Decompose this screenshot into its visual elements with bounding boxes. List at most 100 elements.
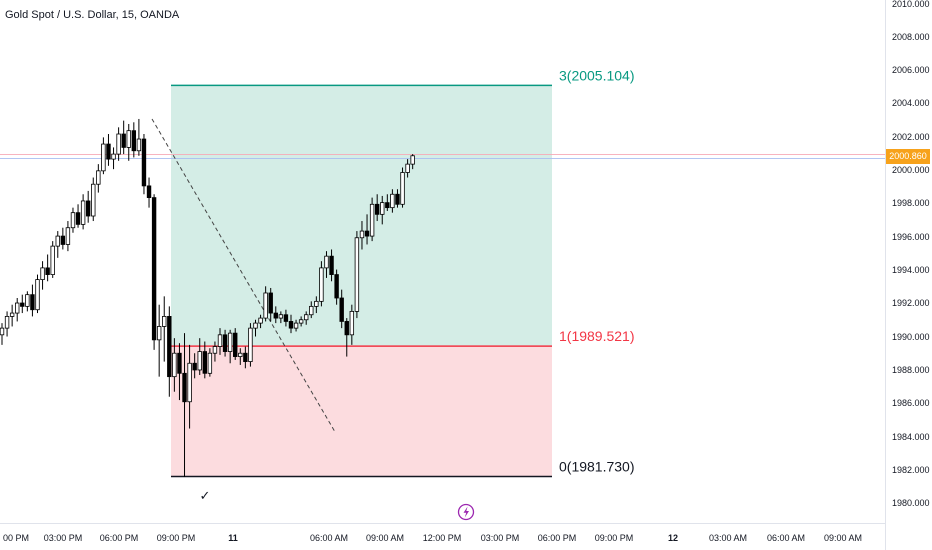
candle-body-up xyxy=(172,352,177,378)
candle-body-up xyxy=(380,202,385,215)
candle xyxy=(222,329,228,357)
candle xyxy=(263,286,268,322)
candle-body-down xyxy=(334,274,339,299)
candle xyxy=(45,254,50,282)
candle-body-up xyxy=(278,314,284,319)
current-price-badge: 2000.860 xyxy=(886,149,930,164)
candle-body-down xyxy=(30,294,35,311)
price-tick-label: 2006.000 xyxy=(892,65,930,75)
candle xyxy=(91,177,96,222)
candle-body-up xyxy=(298,319,304,324)
candle-body-down xyxy=(20,302,25,307)
candle xyxy=(212,341,218,362)
candle xyxy=(364,214,370,245)
candle xyxy=(187,344,192,429)
candle-body-up xyxy=(50,245,55,275)
candle-body-down xyxy=(222,334,228,352)
price-axis[interactable]: 2010.000 2008.000 2006.000 2004.000 2002… xyxy=(892,0,930,508)
candle-body-up xyxy=(116,133,121,155)
candle-body-up xyxy=(197,351,202,371)
candle xyxy=(369,197,375,242)
current-price-lines xyxy=(0,154,885,159)
candle xyxy=(354,231,360,319)
candle-body-down xyxy=(45,267,50,275)
dashed-trendline[interactable] xyxy=(151,118,336,433)
candle xyxy=(217,328,223,355)
time-tick-label: 09:00 AM xyxy=(824,533,862,543)
candle-body-up xyxy=(55,235,60,247)
candle-body-down xyxy=(233,332,238,357)
candle xyxy=(339,289,344,329)
candle xyxy=(55,231,60,258)
candle xyxy=(25,291,30,312)
time-tick-label: 03:00 AM xyxy=(709,533,747,543)
candle xyxy=(349,304,355,345)
candle-body-down xyxy=(344,321,349,336)
candle xyxy=(131,122,137,158)
candle xyxy=(243,346,248,369)
time-tick-label: 09:00 PM xyxy=(595,533,634,543)
candle xyxy=(172,338,177,392)
price-tick-label: 2010.000 xyxy=(892,0,930,9)
symbol-title: Gold Spot / U.S. Dollar, 15, OANDA xyxy=(5,9,180,21)
time-tick-label: 00 PM xyxy=(3,533,29,543)
fib-level-3-label: 3(2005.104) xyxy=(559,67,635,83)
price-tick-label: 2008.000 xyxy=(892,32,930,42)
target-zone xyxy=(171,85,552,347)
candle xyxy=(40,261,45,290)
candle-body-up xyxy=(96,170,101,185)
candle xyxy=(30,284,35,317)
candle-body-down xyxy=(374,203,380,215)
lightning-event-icon[interactable] xyxy=(457,503,475,521)
candle xyxy=(207,348,213,377)
candle xyxy=(344,318,349,357)
candle-body-down xyxy=(182,372,187,403)
candle xyxy=(319,261,324,307)
candle-body-down xyxy=(60,235,66,245)
time-tick-label: 12 xyxy=(668,533,678,543)
candle xyxy=(258,314,263,329)
candle xyxy=(146,177,152,208)
candle-body-down xyxy=(131,130,137,152)
candle-body-up xyxy=(324,255,329,269)
candle xyxy=(60,227,66,250)
candle-body-up xyxy=(156,326,162,341)
candle-body-up xyxy=(248,327,253,362)
candle xyxy=(329,249,334,282)
candle-body-up xyxy=(101,143,106,172)
price-tick-label: 1988.000 xyxy=(892,365,930,375)
candle xyxy=(385,194,390,211)
price-tick-label: 2002.000 xyxy=(892,132,930,142)
candle xyxy=(162,296,167,362)
time-tick-label: 06:00 AM xyxy=(310,533,348,543)
candle xyxy=(151,194,157,350)
candle-body-up xyxy=(111,153,116,160)
candle-body-up xyxy=(405,163,410,173)
candle-body-down xyxy=(167,316,172,378)
candle-body-up xyxy=(162,316,167,327)
candle xyxy=(192,353,197,379)
candle xyxy=(167,306,172,397)
time-tick-label: 06:00 AM xyxy=(767,533,805,543)
price-tick-label: 1984.000 xyxy=(892,432,930,442)
trend-line[interactable] xyxy=(151,118,336,433)
candle xyxy=(177,343,182,401)
time-tick-label: 11 xyxy=(228,533,238,543)
time-tick-label: 06:00 PM xyxy=(100,533,139,543)
price-tick-label: 1992.000 xyxy=(892,298,930,308)
candle-body-up xyxy=(263,292,268,319)
price-tick-label: 1986.000 xyxy=(892,398,930,408)
checkmark-marker-icon[interactable]: ✓ xyxy=(200,488,211,503)
candle xyxy=(80,194,86,230)
candle-body-up xyxy=(369,203,375,237)
candle-body-up xyxy=(238,352,243,357)
candle xyxy=(15,298,20,322)
candle-body-down xyxy=(364,230,370,237)
time-axis[interactable]: 00 PM 03:00 PM 06:00 PM 09:00 PM 11 06:0… xyxy=(3,533,862,543)
candle-body-up xyxy=(91,183,96,217)
candle xyxy=(101,137,106,175)
candle-body-down xyxy=(283,314,289,322)
candle-body-up xyxy=(212,346,218,354)
time-tick-label: 03:00 PM xyxy=(44,533,83,543)
